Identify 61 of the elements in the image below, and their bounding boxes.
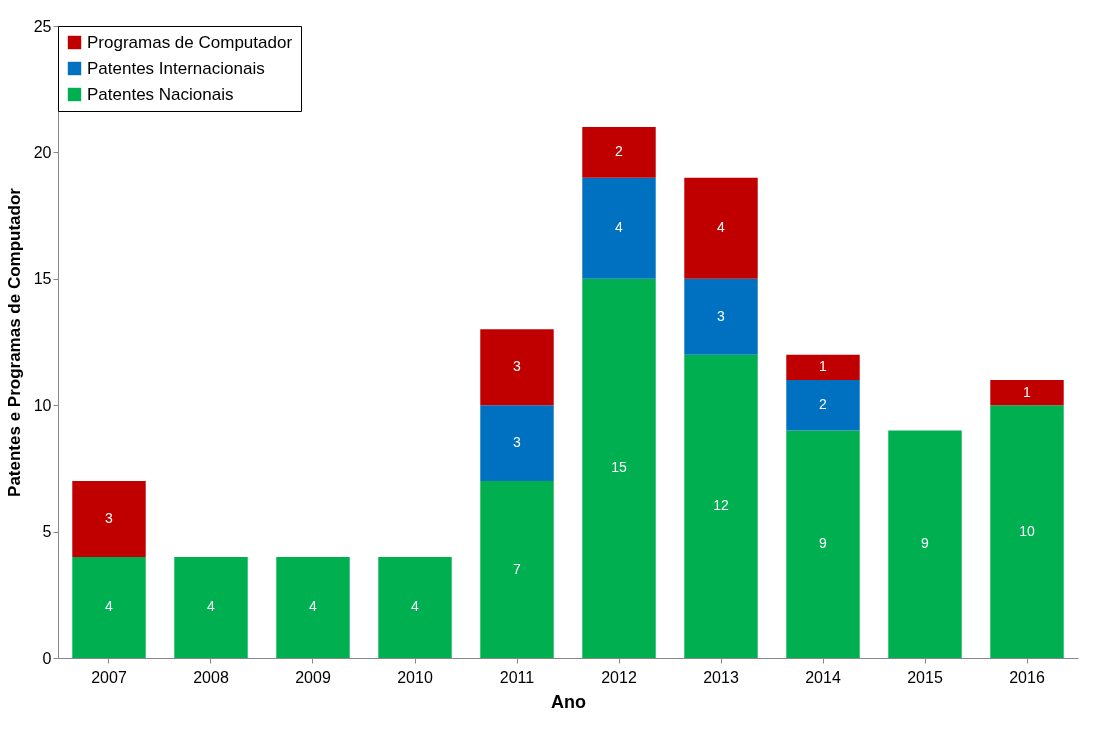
data-label: 4 [309,598,318,615]
data-label: 10 [1019,522,1035,539]
x-tick-label: 2011 [499,668,535,686]
bar [72,481,146,557]
x-tick-label: 2012 [601,668,637,686]
data-label: 1 [819,358,828,375]
data-label: 4 [207,598,216,615]
x-tick-label: 2008 [193,668,229,686]
x-tick-label: 2016 [1009,668,1045,686]
bar [480,481,554,658]
data-label: 3 [105,509,114,526]
data-label: 3 [513,434,522,451]
bar [174,556,248,658]
bar [582,278,656,658]
x-tick-label: 2009 [295,668,331,686]
data-label: 3 [717,307,726,324]
y-tick-label: 15 [33,270,52,288]
bar [990,405,1064,658]
bar [582,127,656,178]
data-label: 9 [921,535,930,552]
x-tick-label: 2013 [703,668,739,686]
legend-label: Patentes Nacionais [87,84,234,104]
bar [480,329,554,406]
data-label: 4 [615,219,624,236]
data-label: 4 [105,598,114,615]
data-label: 2 [615,143,624,160]
legend-label: Programas de Computador [87,32,293,52]
bar [276,556,350,658]
bar [990,379,1064,406]
bar [888,430,962,658]
x-tick-label: 2015 [907,668,943,686]
bar [786,354,860,380]
bar [480,405,554,482]
bar [786,430,860,658]
data-label: 4 [717,219,726,236]
y-tick-label: 25 [33,17,52,35]
data-label: 4 [411,598,420,615]
bar [72,556,146,658]
bar [684,177,758,279]
data-label: 12 [713,497,729,514]
x-axis-title: Ano [551,691,586,712]
x-tick-label: 2014 [805,668,841,686]
data-label: 9 [819,535,828,552]
legend-label: Patentes Internacionais [87,58,265,78]
data-label: 3 [513,358,522,375]
data-label: 2 [819,396,828,413]
y-tick-label: 10 [33,396,52,414]
data-label: 15 [611,459,627,476]
bar [684,278,758,355]
data-label: 7 [513,560,522,577]
data-label: 1 [1023,383,1032,400]
y-axis-title: Patentes e Programas de Computador [4,187,24,497]
x-tick-label: 2010 [397,668,433,686]
y-tick-label: 20 [33,143,52,161]
x-tick-label: 2007 [91,668,127,686]
bar [582,177,656,279]
bar [378,556,452,658]
bar [684,354,758,658]
y-tick-label: 0 [42,649,52,667]
y-tick-label: 5 [42,523,52,541]
bar [786,379,860,431]
